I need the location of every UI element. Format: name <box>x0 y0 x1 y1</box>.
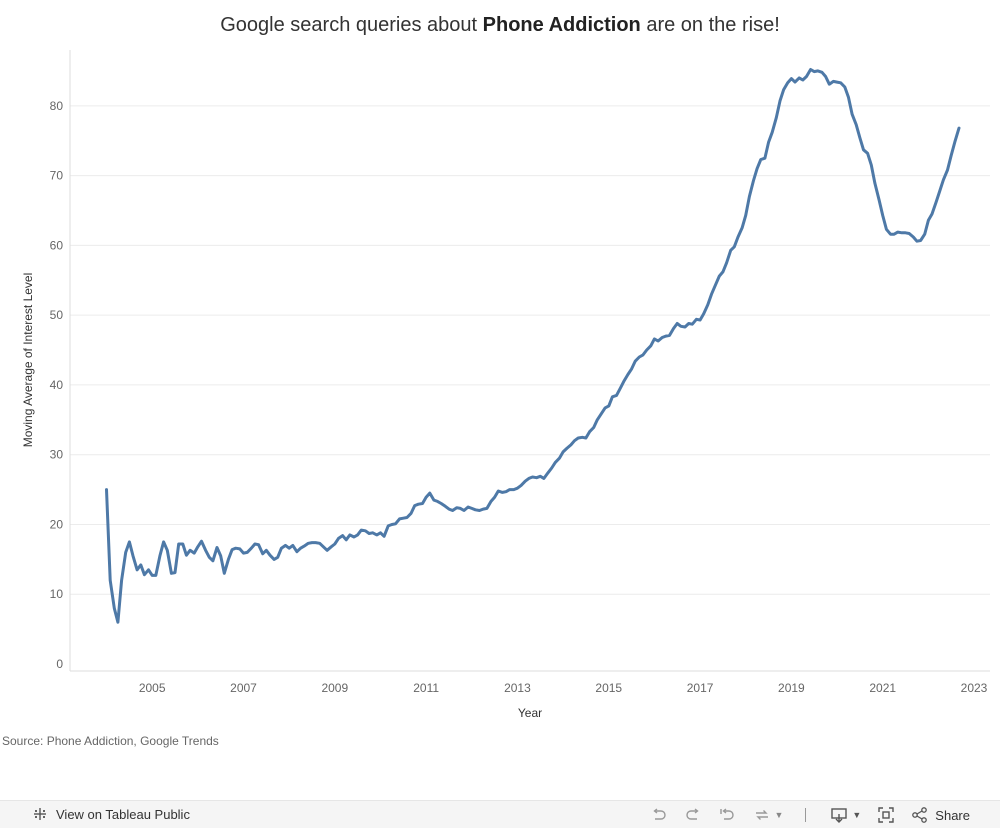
tick-labels: 0 10 20 30 40 50 60 70 80 2005 2007 2009 2011 2013 201… <box>50 99 988 695</box>
y-tick-label: 0 <box>56 657 63 671</box>
fullscreen-icon <box>878 807 894 823</box>
view-on-tableau-label: View on Tableau Public <box>56 806 190 822</box>
tableau-logo-icon <box>34 808 46 820</box>
series-line-interest <box>105 68 961 624</box>
x-tick-label: 2021 <box>869 681 896 695</box>
x-axis-label: Year <box>518 706 542 720</box>
share-button[interactable]: Share <box>911 805 970 825</box>
x-tick-label: 2013 <box>504 681 531 695</box>
undo-button[interactable] <box>650 805 668 825</box>
gridlines <box>70 105 990 595</box>
y-tick-label: 40 <box>50 378 64 392</box>
view-on-tableau-button[interactable]: View on Tableau Public <box>32 806 190 822</box>
title-bold: Phone Addiction <box>482 14 641 36</box>
y-tick-label: 70 <box>50 169 64 183</box>
undo-icon <box>653 808 667 820</box>
axes <box>69 50 990 672</box>
x-tick-label: 2017 <box>687 681 714 695</box>
x-tick-label: 2015 <box>595 681 622 695</box>
x-tick-label: 2011 <box>413 681 439 695</box>
revert-icon <box>720 808 735 820</box>
share-label: Share <box>935 807 970 823</box>
x-tick-label: 2005 <box>139 681 166 695</box>
x-tick-label: 2009 <box>321 681 348 695</box>
title-suffix: are on the rise! <box>646 14 780 36</box>
y-tick-label: 80 <box>50 99 64 113</box>
line-chart: 0 10 20 30 40 50 60 70 80 2005 2007 2009 2011 2013 201… <box>21 50 990 720</box>
x-tick-label: 2023 <box>961 681 988 695</box>
x-tick-label: 2019 <box>778 681 805 695</box>
toolbar-separator <box>805 808 807 822</box>
redo-icon <box>686 808 700 820</box>
download-icon <box>831 808 848 823</box>
tableau-toolbar: View on Tableau Public ▼ ▼ Share <box>0 800 1000 828</box>
y-axis-label: Moving Average of Interest Level <box>21 273 35 448</box>
redo-button[interactable] <box>684 805 702 825</box>
toolbar-actions: ▼ ▼ Share <box>634 805 970 825</box>
y-tick-label: 20 <box>50 517 64 531</box>
y-tick-label: 10 <box>50 587 64 601</box>
x-tick-label: 2007 <box>230 681 257 695</box>
download-caret-icon: ▼ <box>852 810 862 820</box>
refresh-icon <box>756 810 769 820</box>
refresh-caret-icon: ▼ <box>774 810 784 820</box>
chart-title: Google search queries about Phone Addict… <box>0 14 1000 37</box>
y-tick-label: 50 <box>50 308 64 322</box>
y-tick-label: 30 <box>50 448 64 462</box>
download-button[interactable]: ▼ <box>830 805 861 825</box>
fullscreen-button[interactable] <box>877 805 895 825</box>
share-icon <box>912 807 928 823</box>
y-tick-label: 60 <box>50 238 64 252</box>
source-note: Source: Phone Addiction, Google Trends <box>2 734 219 748</box>
revert-button[interactable] <box>718 805 736 825</box>
refresh-button[interactable]: ▼ <box>752 805 783 825</box>
title-prefix: Google search queries about <box>220 14 478 36</box>
